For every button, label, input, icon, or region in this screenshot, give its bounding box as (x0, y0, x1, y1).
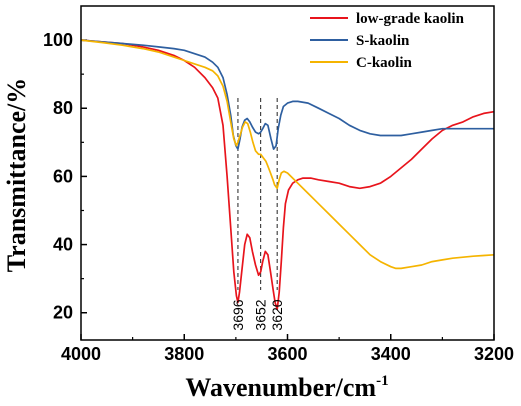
x-axis-label: Wavenumber/cm-1 (185, 373, 388, 402)
axis-ticks (81, 40, 494, 340)
series-line-low-grade-kaolin (81, 40, 494, 309)
y-tick-label: 100 (43, 30, 73, 50)
legend-label: low-grade kaolin (356, 11, 465, 27)
x-tick-label: 3600 (267, 344, 307, 364)
peak-label: 3652 (253, 299, 269, 330)
x-axis-label-superscript: -1 (376, 373, 389, 389)
y-tick-label: 80 (53, 98, 73, 118)
x-axis-label-text: Wavenumber/cm (185, 373, 376, 402)
y-axis-label: Transmittance/% (2, 78, 31, 273)
legend-label: S-kaolin (356, 33, 410, 49)
x-tick-labels: 4000 3800 3600 3400 3200 (61, 344, 514, 364)
legend-label: C-kaolin (356, 55, 413, 71)
x-tick-label: 3400 (371, 344, 411, 364)
y-tick-label: 40 (53, 235, 73, 255)
peak-labels: 3696 3652 3620 (230, 299, 285, 330)
peak-label: 3620 (269, 299, 285, 330)
series-line-c-kaolin (81, 40, 494, 268)
y-tick-label: 20 (53, 303, 73, 323)
x-tick-label: 4000 (61, 344, 101, 364)
series-layer (81, 40, 494, 309)
y-tick-labels: 20 40 60 80 100 (43, 30, 73, 323)
peak-label: 3696 (230, 299, 246, 330)
series-line-s-kaolin (81, 40, 494, 149)
y-tick-label: 60 (53, 166, 73, 186)
peak-marker-lines (238, 98, 277, 290)
x-tick-label: 3200 (474, 344, 514, 364)
legend: low-grade kaolin S-kaolin C-kaolin (310, 11, 465, 71)
x-tick-label: 3800 (164, 344, 204, 364)
